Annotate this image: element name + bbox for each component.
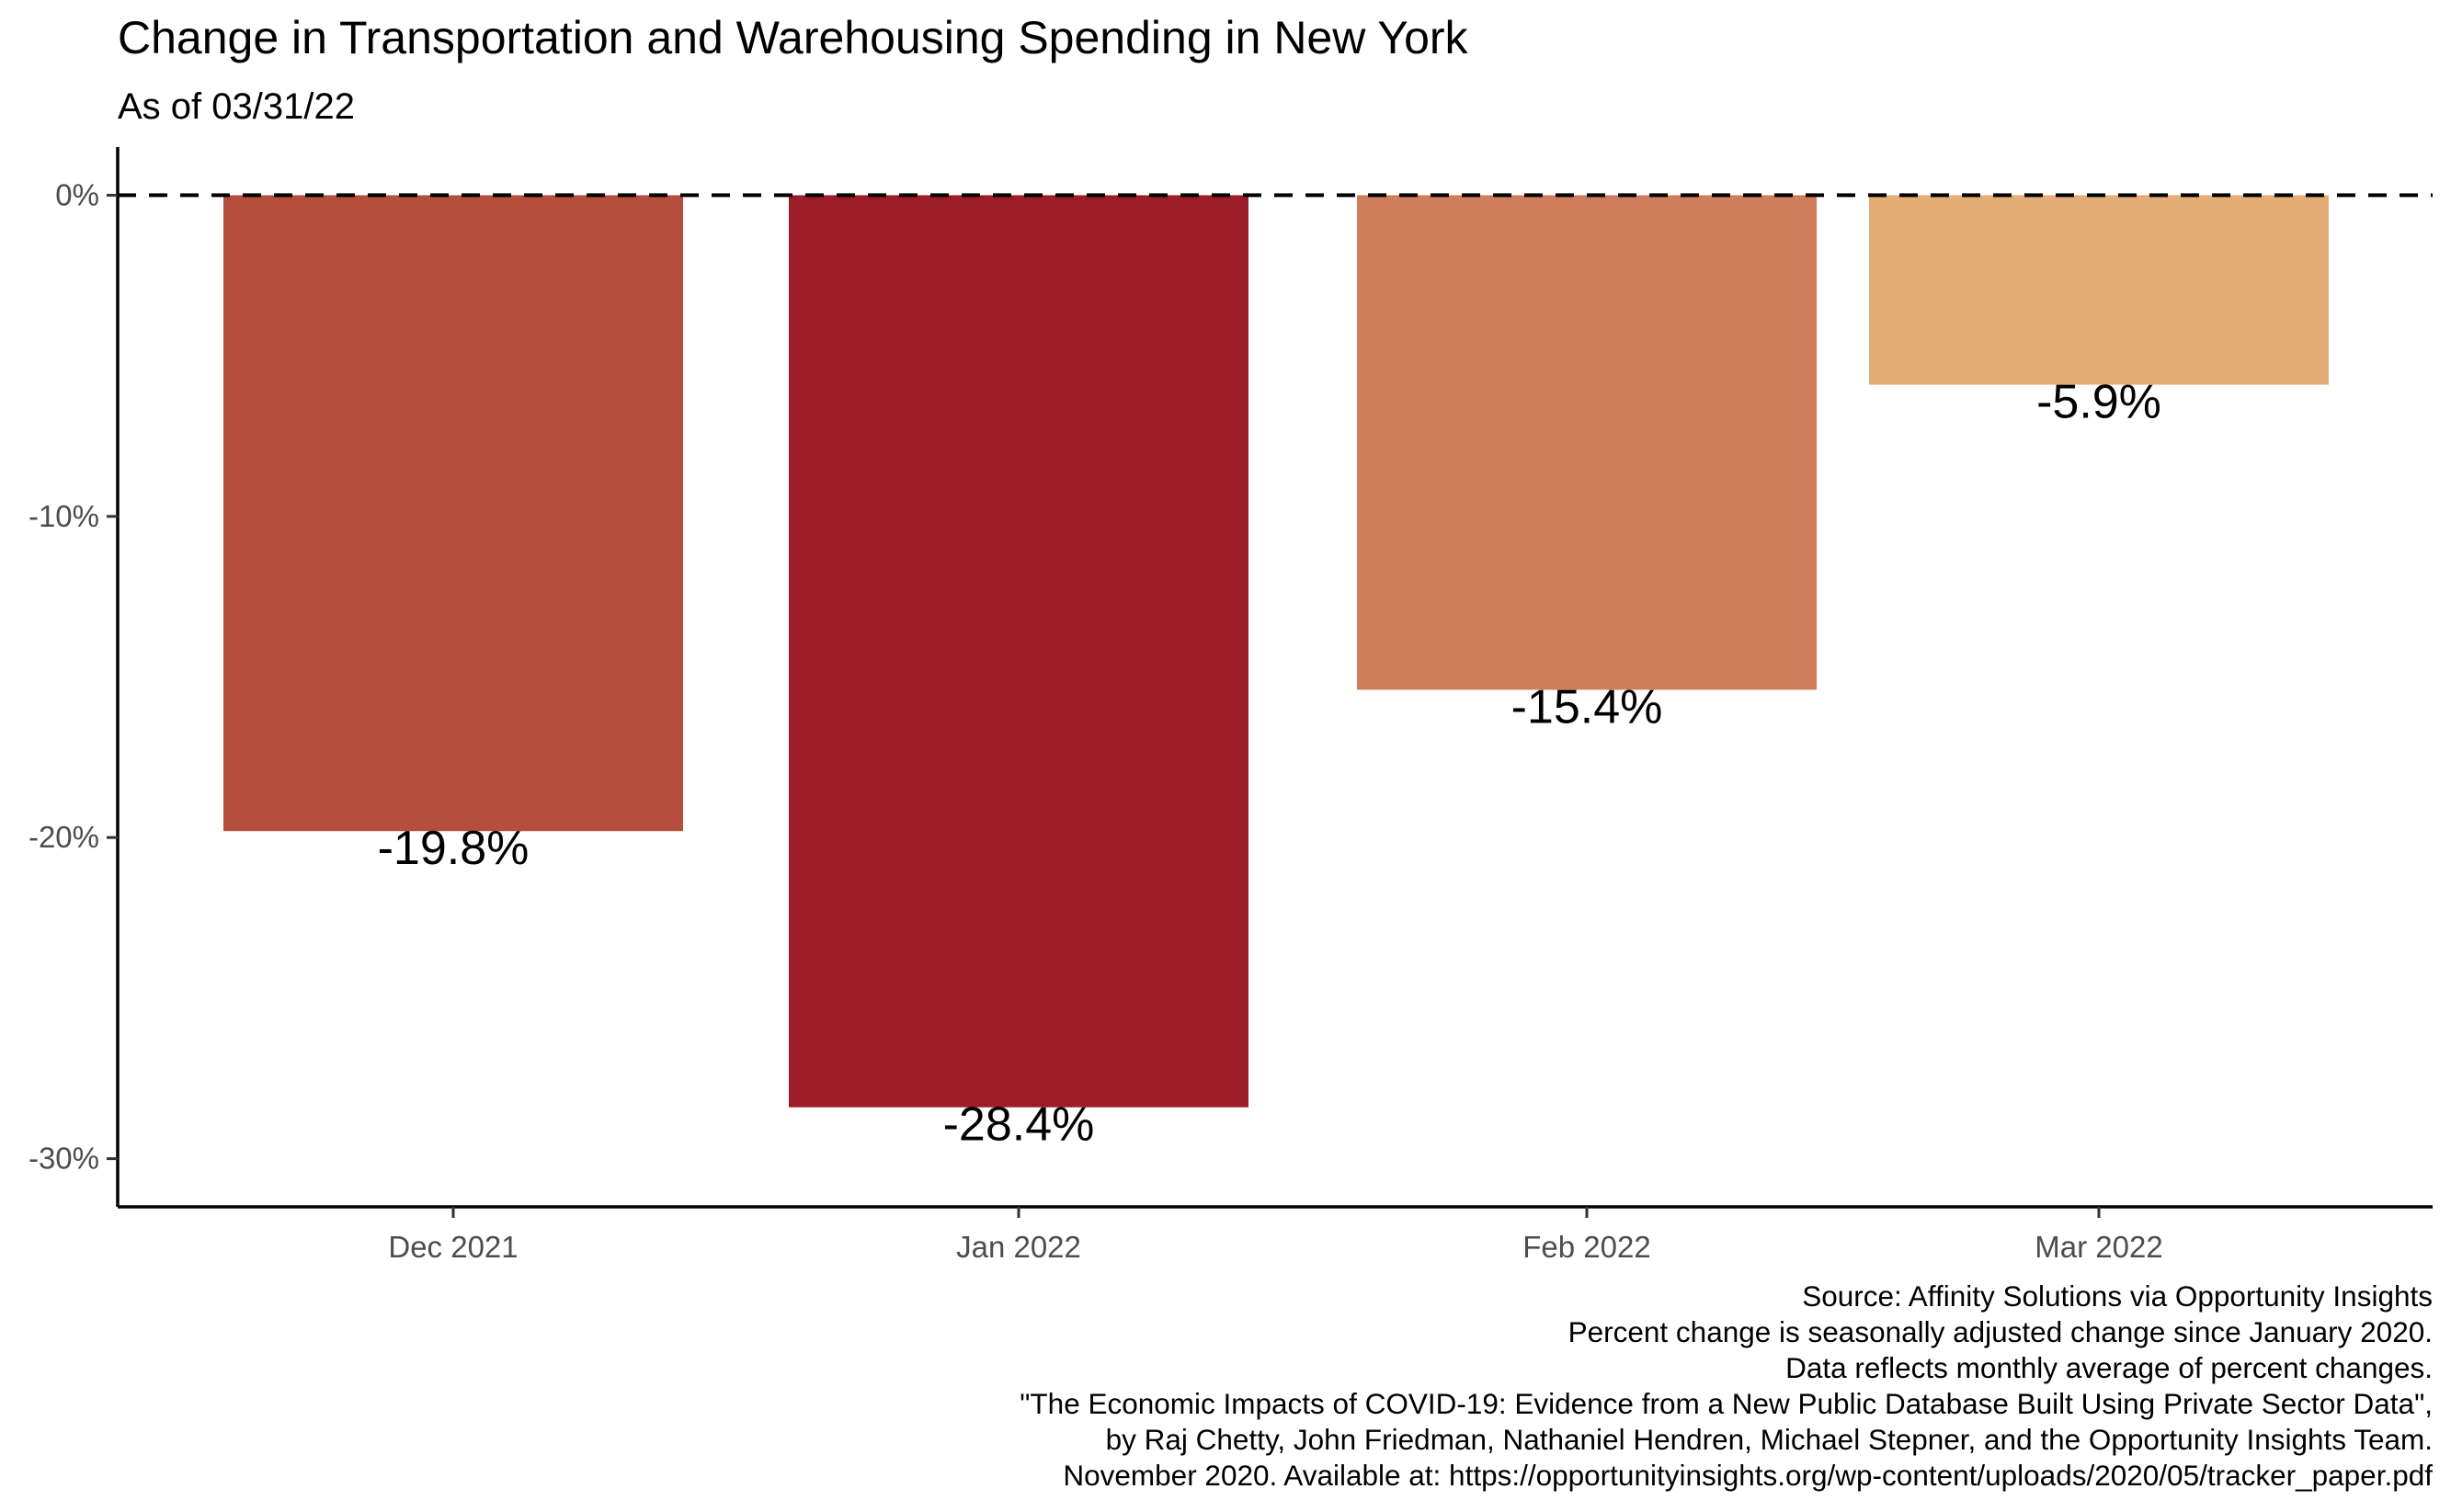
x-tick-label: Feb 2022 xyxy=(1522,1230,1650,1264)
x-tick-label: Jan 2022 xyxy=(956,1230,1081,1264)
caption-line: Source: Affinity Solutions via Opportuni… xyxy=(1802,1279,2433,1313)
data-label: -5.9% xyxy=(2036,376,2161,429)
caption-line: "The Economic Impacts of COVID-19: Evide… xyxy=(1020,1387,2433,1420)
chart-title: Change in Transportation and Warehousing… xyxy=(118,12,1469,63)
bar-dec-2021 xyxy=(223,195,683,832)
x-tick-label: Dec 2021 xyxy=(388,1230,518,1264)
bar-feb-2022 xyxy=(1357,195,1817,690)
chart-subtitle: As of 03/31/22 xyxy=(118,86,355,127)
data-labels-layer: -19.8% -28.4% -15.4% -5.9% xyxy=(378,376,2161,1152)
caption-line: by Raj Chetty, John Friedman, Nathaniel … xyxy=(1106,1423,2433,1456)
x-ticks-layer: Dec 2021 Jan 2022 Feb 2022 Mar 2022 xyxy=(388,1207,2163,1264)
caption-line: November 2020. Available at: https://opp… xyxy=(1063,1459,2433,1492)
data-label: -19.8% xyxy=(378,822,530,875)
data-label: -28.4% xyxy=(943,1098,1095,1152)
caption-line: Data reflects monthly average of percent… xyxy=(1785,1351,2433,1384)
bars-layer xyxy=(223,195,2329,1108)
bar-jan-2022 xyxy=(789,195,1248,1108)
caption-line: Percent change is seasonally adjusted ch… xyxy=(1568,1315,2433,1348)
x-tick-label: Mar 2022 xyxy=(2035,1230,2162,1264)
bar-mar-2022 xyxy=(1869,195,2329,385)
caption: Source: Affinity Solutions via Opportuni… xyxy=(1020,1279,2433,1492)
y-tick-label: -30% xyxy=(28,1142,99,1176)
y-ticks-layer: 0% -10% -20% -30% xyxy=(28,177,118,1176)
y-tick-label: 0% xyxy=(55,177,99,211)
data-label: -15.4% xyxy=(1511,680,1663,733)
y-tick-label: -10% xyxy=(28,499,99,533)
y-tick-label: -20% xyxy=(28,820,99,854)
